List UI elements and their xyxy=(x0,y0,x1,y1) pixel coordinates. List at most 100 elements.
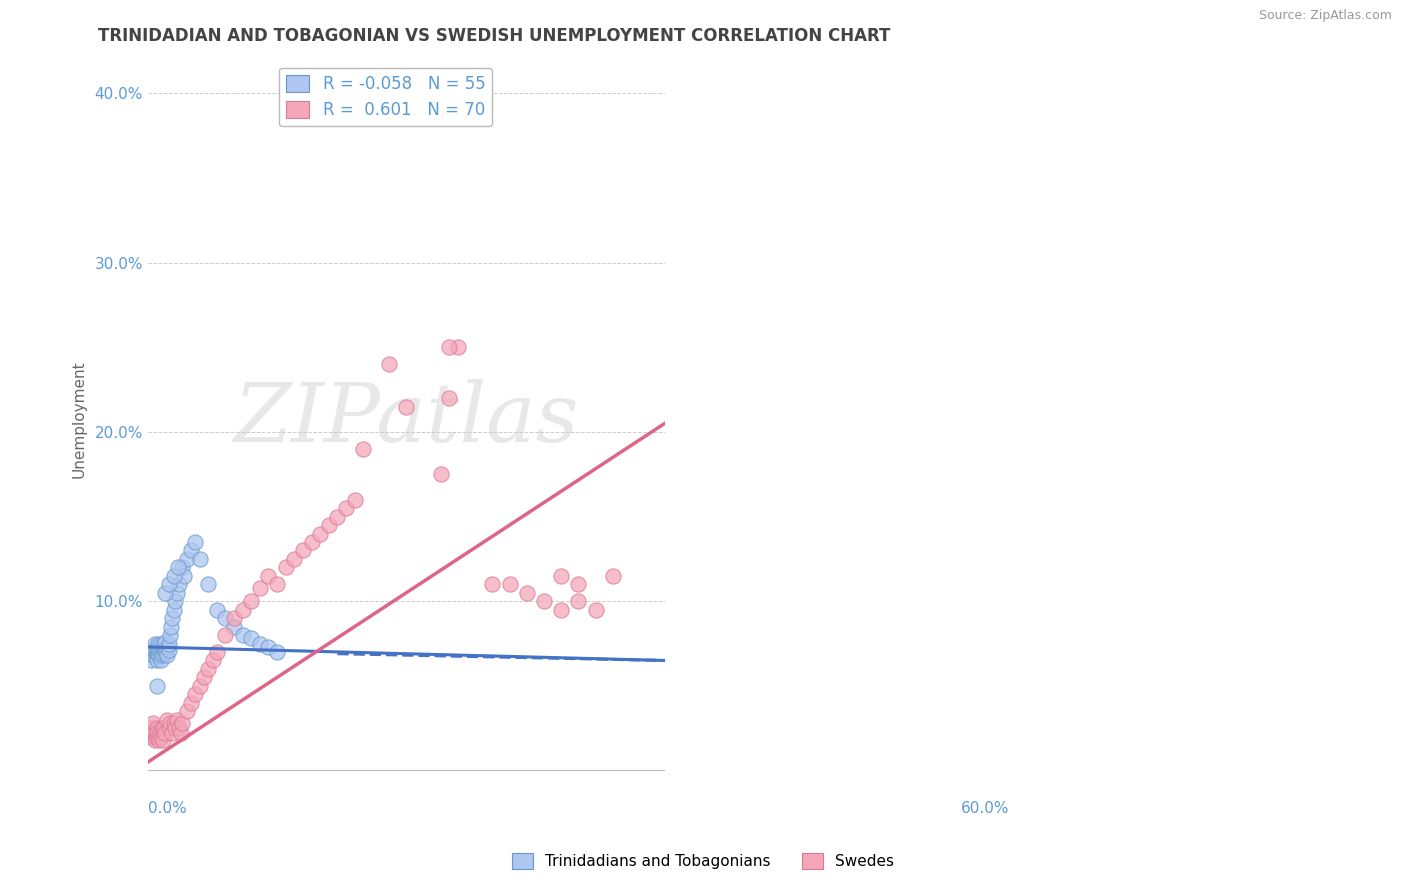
Point xyxy=(142,648,165,663)
Point xyxy=(143,726,166,740)
Legend: Trinidadians and Tobagonians, Swedes: Trinidadians and Tobagonians, Swedes xyxy=(506,847,900,875)
Point xyxy=(153,647,176,661)
Point xyxy=(141,721,163,735)
Point xyxy=(160,619,183,633)
Point xyxy=(148,636,170,650)
Point xyxy=(148,647,170,661)
Point xyxy=(141,726,163,740)
Point xyxy=(176,552,198,566)
Point xyxy=(257,640,280,654)
Point xyxy=(291,543,314,558)
Point xyxy=(429,467,451,482)
Point xyxy=(145,648,167,663)
Point xyxy=(167,577,190,591)
Point xyxy=(498,577,520,591)
Point xyxy=(150,648,173,663)
Point xyxy=(167,721,190,735)
Point xyxy=(145,653,167,667)
Point xyxy=(266,577,288,591)
Point xyxy=(149,730,172,744)
Point xyxy=(602,569,624,583)
Point xyxy=(205,603,228,617)
Point xyxy=(160,611,183,625)
Point xyxy=(165,721,187,735)
Point xyxy=(149,653,172,667)
Point xyxy=(156,640,179,654)
Point xyxy=(197,662,219,676)
Point xyxy=(184,687,207,701)
Point xyxy=(145,679,167,693)
Point xyxy=(274,560,297,574)
Point xyxy=(257,569,280,583)
Point xyxy=(567,594,589,608)
Point xyxy=(138,721,160,735)
Point xyxy=(163,603,186,617)
Point xyxy=(159,577,181,591)
Point xyxy=(240,594,263,608)
Point xyxy=(184,535,207,549)
Point xyxy=(148,733,170,747)
Point xyxy=(318,518,340,533)
Point xyxy=(550,603,572,617)
Point xyxy=(148,648,170,663)
Point xyxy=(447,340,470,354)
Point xyxy=(172,560,194,574)
Text: ZIPatlas: ZIPatlas xyxy=(233,379,579,459)
Text: 60.0%: 60.0% xyxy=(960,800,1010,815)
Point xyxy=(249,636,271,650)
Point xyxy=(153,721,176,735)
Point xyxy=(266,645,288,659)
Point xyxy=(143,636,166,650)
Point xyxy=(550,569,572,583)
Point xyxy=(352,442,374,456)
Point xyxy=(173,569,195,583)
Point xyxy=(309,526,332,541)
Point xyxy=(157,643,180,657)
Point xyxy=(152,638,174,652)
Point xyxy=(201,653,224,667)
Point xyxy=(172,716,194,731)
Point xyxy=(160,726,183,740)
Point xyxy=(145,721,167,735)
Point xyxy=(232,603,254,617)
Point xyxy=(165,594,187,608)
Point xyxy=(567,577,589,591)
Point xyxy=(145,645,167,659)
Point xyxy=(249,581,271,595)
Point xyxy=(139,730,162,744)
Point xyxy=(139,653,162,667)
Point xyxy=(180,543,202,558)
Point xyxy=(152,733,174,747)
Point xyxy=(197,577,219,591)
Point xyxy=(176,704,198,718)
Point xyxy=(146,641,169,656)
Point xyxy=(143,641,166,656)
Point xyxy=(378,357,401,371)
Point xyxy=(533,594,555,608)
Point xyxy=(142,716,165,731)
Point xyxy=(159,716,181,731)
Point xyxy=(163,716,186,731)
Point xyxy=(188,552,211,566)
Point xyxy=(146,726,169,740)
Point xyxy=(145,730,167,744)
Point xyxy=(153,586,176,600)
Point xyxy=(149,726,172,740)
Point xyxy=(149,730,172,744)
Point xyxy=(301,535,323,549)
Point xyxy=(152,641,174,656)
Point xyxy=(153,726,176,740)
Point xyxy=(439,340,461,354)
Text: TRINIDADIAN AND TOBAGONIAN VS SWEDISH UNEMPLOYMENT CORRELATION CHART: TRINIDADIAN AND TOBAGONIAN VS SWEDISH UN… xyxy=(98,27,891,45)
Point xyxy=(159,628,181,642)
Point xyxy=(167,560,190,574)
Point xyxy=(343,492,366,507)
Point xyxy=(516,586,538,600)
Y-axis label: Unemployment: Unemployment xyxy=(72,360,86,478)
Point xyxy=(193,670,215,684)
Point xyxy=(141,645,163,659)
Point xyxy=(148,643,170,657)
Point xyxy=(222,611,245,625)
Point xyxy=(166,586,188,600)
Point xyxy=(148,730,170,744)
